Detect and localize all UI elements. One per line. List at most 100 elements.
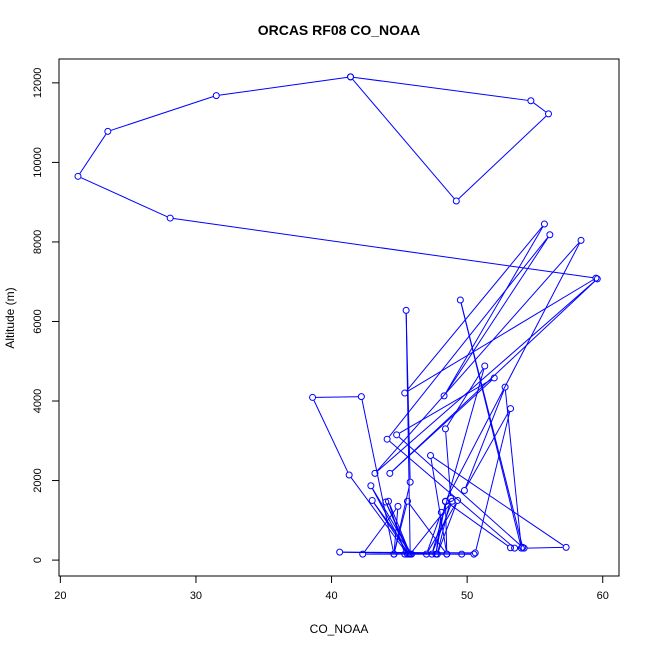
data-series <box>74 73 601 558</box>
data-point <box>393 431 401 439</box>
x-axis: 20 30 40 50 60 <box>54 575 609 602</box>
data-point <box>440 392 448 400</box>
series-segment <box>388 237 549 437</box>
series-segment <box>405 313 411 479</box>
series-segment <box>411 503 451 552</box>
series-segment <box>398 436 521 546</box>
series-segment <box>445 432 452 496</box>
data-point <box>546 231 554 239</box>
series-segment <box>352 79 455 199</box>
data-point <box>408 550 416 558</box>
series-segment <box>465 411 510 488</box>
series-segment <box>407 279 594 392</box>
data-point <box>401 389 409 397</box>
series-segment <box>406 226 543 391</box>
plot-frame <box>58 58 620 577</box>
data-point <box>520 544 528 552</box>
series-segment <box>313 400 349 473</box>
data-point <box>540 220 548 228</box>
data-point <box>481 362 489 370</box>
data-point <box>519 543 527 551</box>
y-axis-label: Altitude (m) <box>3 287 17 348</box>
series-segment <box>527 546 563 549</box>
series-segment <box>430 458 447 551</box>
data-point <box>367 482 375 490</box>
data-point <box>441 497 449 505</box>
data-point <box>383 435 391 443</box>
data-point <box>74 172 82 180</box>
series-segment <box>445 505 448 551</box>
data-point <box>544 110 552 118</box>
data-point <box>593 275 601 283</box>
x-tick-label: 60 <box>597 590 609 602</box>
series-segment <box>315 396 358 398</box>
data-point <box>454 496 462 504</box>
x-tick-label: 40 <box>325 590 337 602</box>
data-point <box>562 543 570 551</box>
series-segment <box>458 115 547 200</box>
series-segment <box>373 502 410 552</box>
chart-title: ORCAS RF08 CO_NOAA <box>258 22 421 38</box>
series-segment <box>372 488 411 552</box>
series-segment <box>465 390 505 488</box>
data-point <box>460 486 468 494</box>
data-point <box>443 550 451 558</box>
data-point <box>336 548 344 556</box>
y-axis: 0 2000 4000 6000 8000 10000 12000 <box>32 68 60 563</box>
data-point <box>390 550 398 558</box>
data-point <box>433 550 441 558</box>
series-segment <box>394 504 408 551</box>
data-point <box>507 405 515 413</box>
y-tick-label: 4000 <box>32 389 44 413</box>
series-segment <box>79 133 107 174</box>
data-point <box>517 544 525 552</box>
data-point <box>359 550 367 558</box>
data-point <box>507 544 515 552</box>
series-segment <box>445 237 549 394</box>
series-segment <box>376 242 580 472</box>
series-segment <box>393 509 399 551</box>
data-point <box>406 478 414 486</box>
data-point <box>382 498 390 506</box>
data-point <box>511 544 519 552</box>
x-tick-label: 50 <box>461 590 473 602</box>
series-segment <box>389 504 410 552</box>
y-tick-label: 0 <box>32 557 44 563</box>
y-tick-label: 2000 <box>32 468 44 492</box>
data-point <box>592 274 600 282</box>
data-point <box>577 236 585 244</box>
data-point <box>347 73 355 81</box>
series-segment <box>80 177 168 218</box>
series-segment <box>399 379 492 434</box>
data-point <box>422 550 430 558</box>
data-point <box>394 502 402 510</box>
data-point <box>345 471 353 479</box>
series-segment <box>438 503 457 552</box>
y-tick-label: 12000 <box>32 68 44 99</box>
data-point <box>403 497 411 505</box>
data-point <box>368 496 376 504</box>
series-segment <box>219 76 348 96</box>
data-point <box>104 127 112 135</box>
series-segment <box>372 488 407 552</box>
data-point <box>458 550 466 558</box>
x-tick-label: 20 <box>54 590 66 602</box>
y-tick-label: 10000 <box>32 147 44 178</box>
series-segment <box>433 456 564 546</box>
data-point <box>428 550 436 558</box>
data-point <box>471 549 479 557</box>
data-point <box>437 508 445 516</box>
data-point <box>452 197 460 205</box>
series-segment <box>447 502 509 547</box>
series-segment <box>504 390 522 545</box>
series-segment <box>364 508 397 552</box>
data-point <box>357 393 365 401</box>
series-segment <box>446 368 484 427</box>
series-segment <box>533 102 547 113</box>
series-segment <box>377 280 596 472</box>
series-segment <box>432 504 452 552</box>
data-point <box>448 497 456 505</box>
data-point <box>527 97 535 105</box>
data-point <box>456 296 464 304</box>
